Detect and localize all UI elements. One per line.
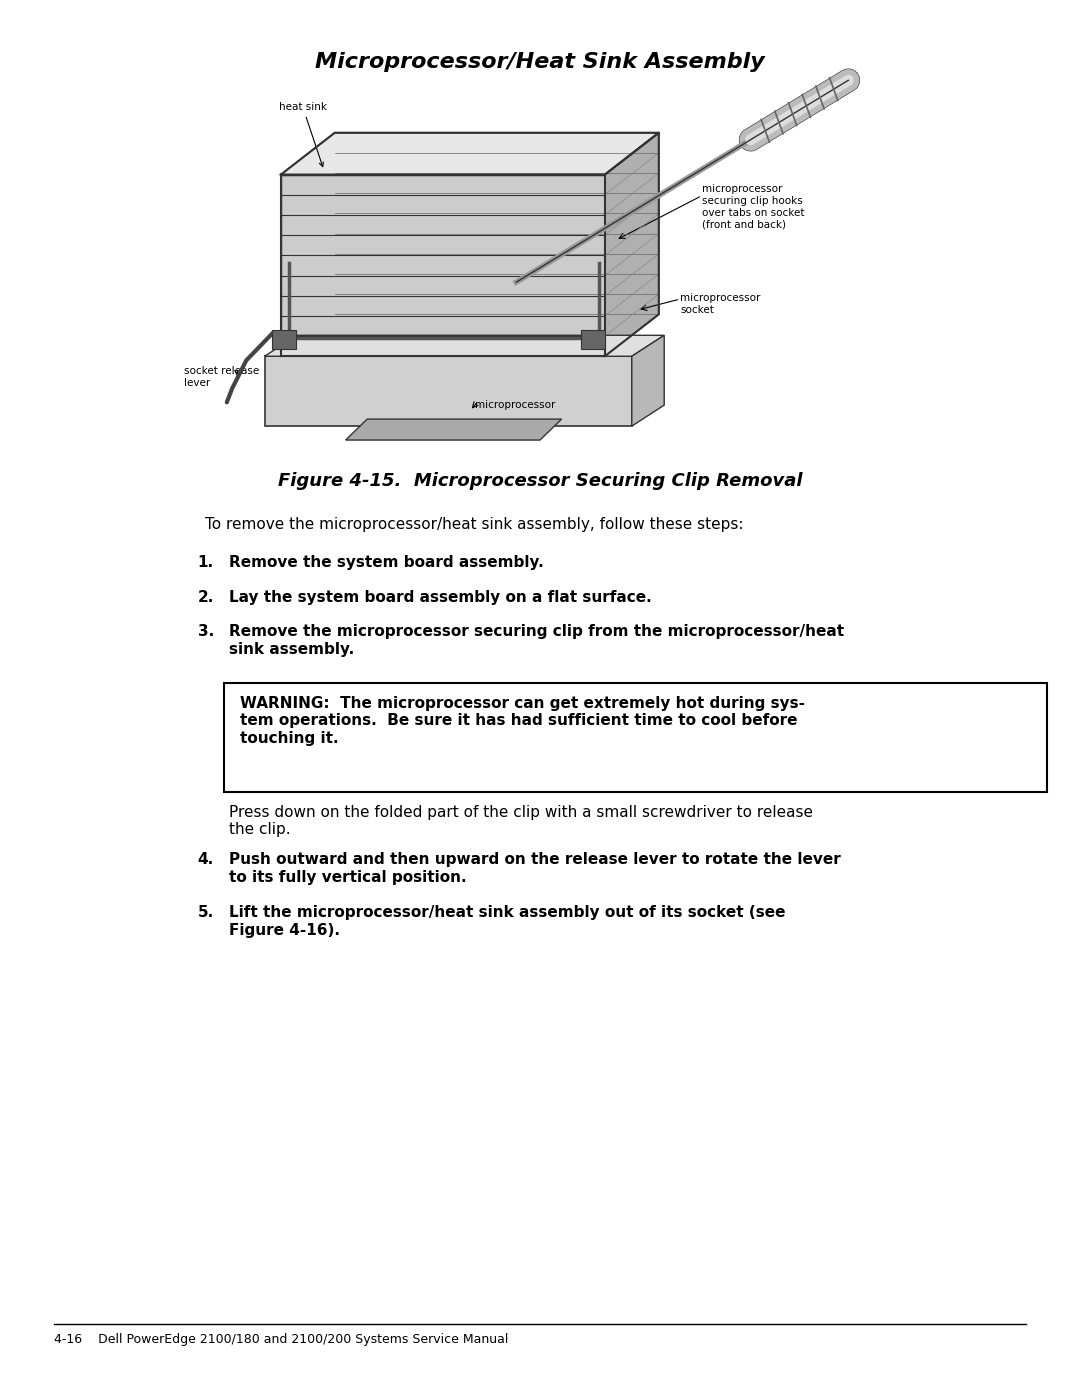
Text: Lay the system board assembly on a flat surface.: Lay the system board assembly on a flat … bbox=[229, 590, 651, 605]
Polygon shape bbox=[281, 175, 605, 356]
Text: microprocessor: microprocessor bbox=[475, 400, 555, 409]
FancyBboxPatch shape bbox=[224, 683, 1047, 792]
Text: Remove the system board assembly.: Remove the system board assembly. bbox=[229, 555, 543, 570]
Text: 2.: 2. bbox=[198, 590, 214, 605]
Text: 3.: 3. bbox=[198, 624, 214, 640]
Bar bbox=[581, 330, 605, 349]
Text: 1.: 1. bbox=[198, 555, 214, 570]
Polygon shape bbox=[265, 356, 632, 426]
Text: Push outward and then upward on the release lever to rotate the lever
to its ful: Push outward and then upward on the rele… bbox=[229, 852, 840, 884]
Text: Lift the microprocessor/heat sink assembly out of its socket (see
Figure 4-16).: Lift the microprocessor/heat sink assemb… bbox=[229, 905, 785, 937]
Bar bbox=[272, 330, 296, 349]
Polygon shape bbox=[346, 419, 562, 440]
Text: microprocessor
socket: microprocessor socket bbox=[680, 293, 760, 314]
Text: Microprocessor/Heat Sink Assembly: Microprocessor/Heat Sink Assembly bbox=[315, 52, 765, 71]
Text: Press down on the folded part of the clip with a small screwdriver to release
th: Press down on the folded part of the cli… bbox=[229, 805, 813, 837]
Text: 4.: 4. bbox=[198, 852, 214, 868]
Text: 4-16    Dell PowerEdge 2100/180 and 2100/200 Systems Service Manual: 4-16 Dell PowerEdge 2100/180 and 2100/20… bbox=[54, 1333, 509, 1345]
Polygon shape bbox=[265, 335, 664, 356]
Text: microprocessor
securing clip hooks
over tabs on socket
(front and back): microprocessor securing clip hooks over … bbox=[702, 184, 805, 229]
Text: heat sink: heat sink bbox=[279, 102, 326, 166]
Text: Remove the microprocessor securing clip from the microprocessor/heat
sink assemb: Remove the microprocessor securing clip … bbox=[229, 624, 845, 657]
Text: To remove the microprocessor/heat sink assembly, follow these steps:: To remove the microprocessor/heat sink a… bbox=[205, 517, 744, 532]
Text: WARNING:  The microprocessor can get extremely hot during sys-
tem operations.  : WARNING: The microprocessor can get extr… bbox=[240, 696, 805, 746]
Polygon shape bbox=[605, 133, 659, 356]
Polygon shape bbox=[281, 133, 659, 175]
Text: socket release
lever: socket release lever bbox=[184, 366, 259, 387]
Polygon shape bbox=[632, 335, 664, 426]
Text: 5.: 5. bbox=[198, 905, 214, 921]
Text: Figure 4-15.  Microprocessor Securing Clip Removal: Figure 4-15. Microprocessor Securing Cli… bbox=[278, 472, 802, 490]
